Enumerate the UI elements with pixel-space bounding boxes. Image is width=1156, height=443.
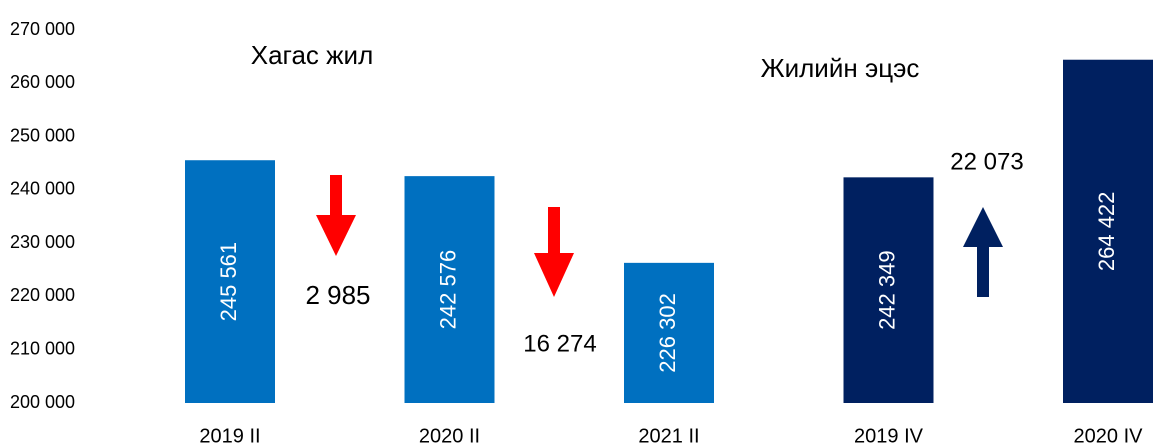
annotation: Жилийн эцэс [761, 53, 920, 83]
y-tick-label: 210 000 [10, 338, 75, 358]
value-label: 226 302 [655, 293, 680, 373]
y-tick-label: 260 000 [10, 72, 75, 92]
value-label: 242 576 [435, 250, 460, 330]
down-arrow-head [534, 253, 574, 297]
bar [624, 262, 714, 403]
annotation: 16 274 [523, 330, 596, 357]
annotation: 22 073 [950, 148, 1023, 175]
x-tick-label: 2020 II [419, 425, 480, 443]
arrows [316, 175, 1003, 297]
up-arrow-head [963, 207, 1003, 247]
x-tick-label: 2021 II [638, 425, 699, 443]
annotation: Хагас жил [251, 40, 373, 70]
bar [404, 176, 495, 403]
value-label: 264 422 [1094, 192, 1119, 272]
y-tick-label: 230 000 [10, 232, 75, 252]
bar [185, 160, 275, 403]
x-tick-label: 2019 IV [854, 425, 924, 443]
x-tick-label: 2019 II [199, 425, 260, 443]
bar [1063, 59, 1153, 403]
up-arrow-shaft [977, 245, 989, 297]
down-arrow-shaft [548, 207, 560, 255]
y-tick-label: 220 000 [10, 285, 75, 305]
down-arrow-head [316, 215, 356, 256]
y-tick-label: 270 000 [10, 19, 75, 39]
y-tick-label: 250 000 [10, 125, 75, 145]
value-label: 245 561 [216, 242, 241, 322]
annotation: 2 985 [305, 280, 370, 310]
bar [843, 177, 934, 403]
x-tick-label: 2020 IV [1074, 425, 1144, 443]
down-arrow-shaft [330, 175, 342, 217]
y-tick-label: 240 000 [10, 179, 75, 199]
value-label: 242 349 [874, 250, 899, 330]
y-tick-label: 200 000 [10, 392, 75, 412]
